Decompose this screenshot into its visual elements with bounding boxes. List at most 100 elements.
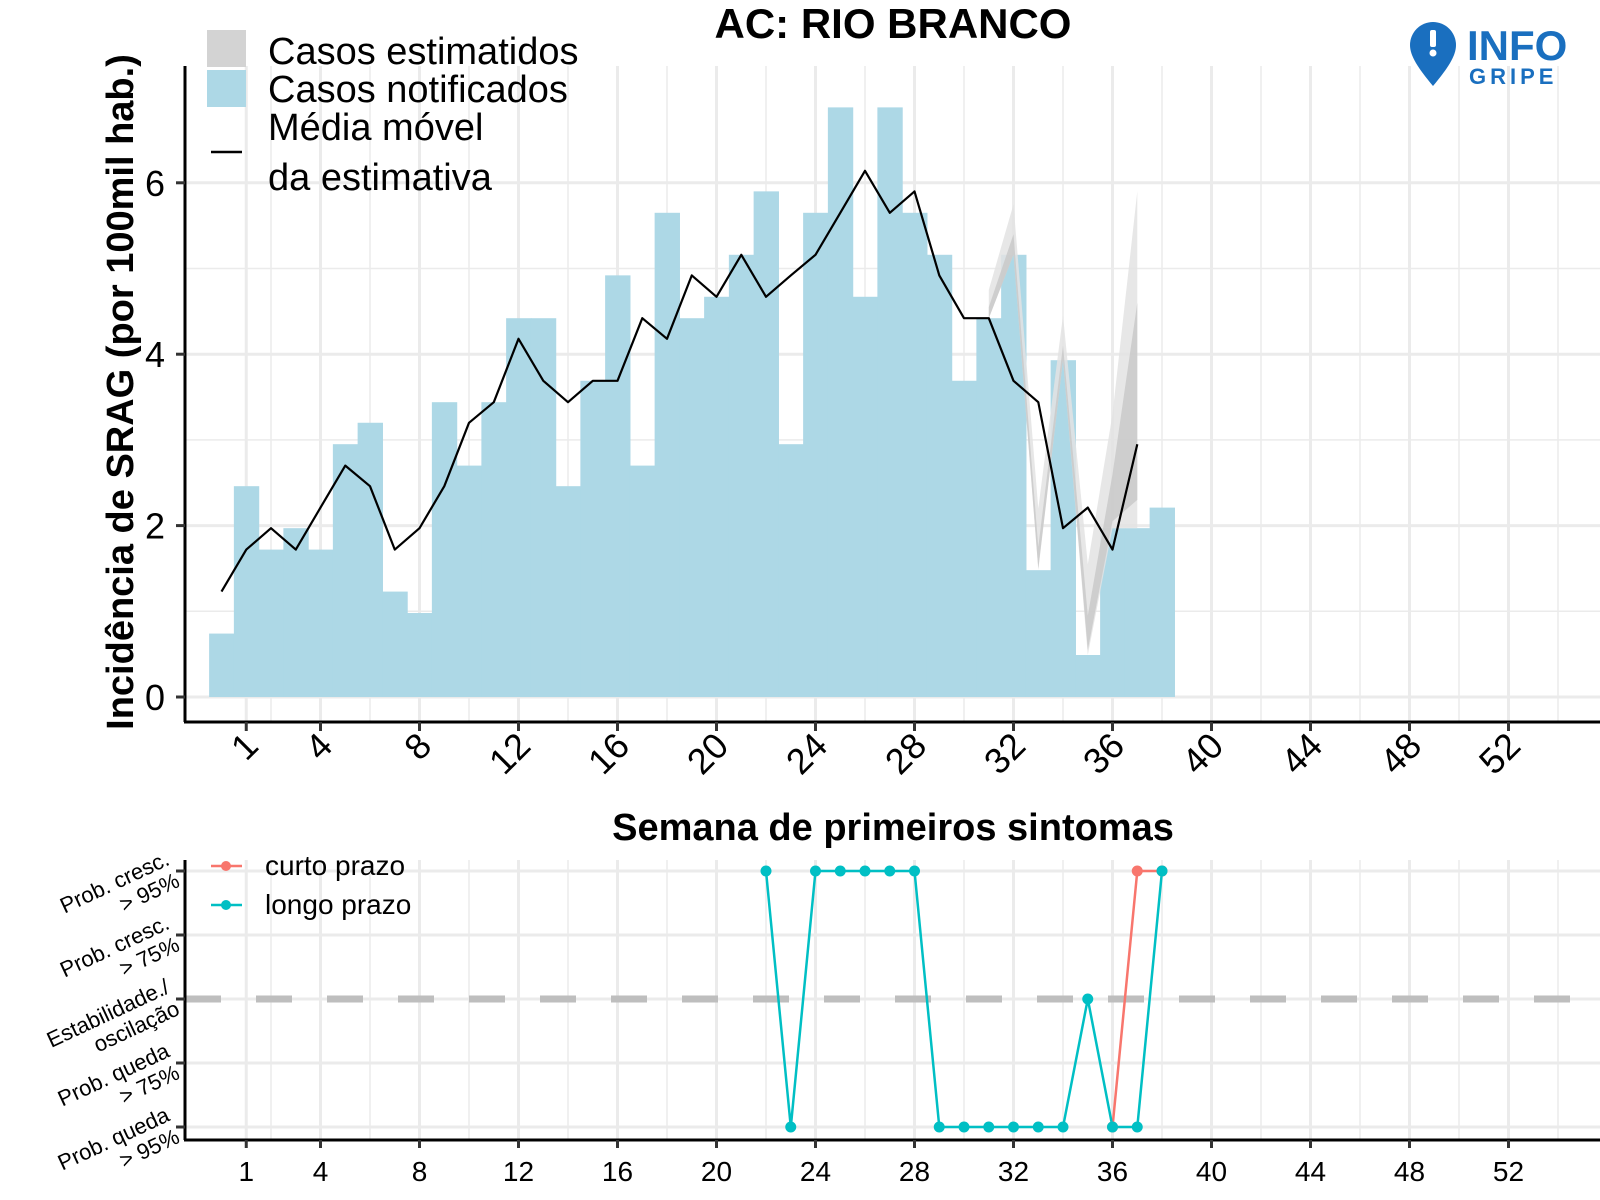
bar-week-15	[580, 380, 606, 697]
trend-series	[760, 865, 1168, 1133]
bar-week-12	[506, 318, 532, 697]
trend-point-longo-25	[834, 865, 846, 877]
bar-week-2	[258, 549, 284, 697]
legend-label-estimated: Casos estimatidos	[268, 31, 578, 73]
bar-week-3	[283, 528, 309, 697]
estimate-bands	[988, 191, 1138, 655]
trend-point-longo-38	[1156, 865, 1168, 877]
bar-week-9	[431, 402, 458, 697]
bar-week-33	[1025, 570, 1052, 697]
bar-week-22	[753, 191, 779, 697]
bar-week-18	[654, 212, 680, 698]
trend-x-tick-label-40: 40	[1196, 1156, 1227, 1187]
x-tick-label-52: 52	[1471, 725, 1528, 782]
trend-x-tick-label-8: 8	[412, 1156, 428, 1187]
trend-x-tick-label-24: 24	[800, 1156, 831, 1187]
x-tick-label-36: 36	[1075, 725, 1132, 782]
logo-line2: GRIPE	[1469, 64, 1557, 89]
level-label-0: Prob. queda> 95%	[54, 1102, 184, 1197]
bar-week-16	[605, 275, 631, 697]
trend-point-longo-28	[909, 865, 920, 877]
logo-line1: INFO	[1467, 22, 1567, 69]
x-tick-label-8: 8	[396, 725, 439, 768]
y-tick-label-2: 2	[145, 506, 165, 547]
trend-point-longo-22	[760, 865, 772, 877]
trend-point-longo-32	[1008, 1121, 1019, 1133]
bar-week-14	[555, 486, 581, 697]
notified-bars	[209, 107, 1175, 698]
trend-x-tick-label-28: 28	[899, 1156, 930, 1187]
bar-week-28	[902, 212, 928, 698]
bar-week-26	[852, 296, 878, 697]
trend-point-longo-30	[958, 1121, 970, 1133]
x-tick-label-1: 1	[223, 725, 266, 768]
trend-point-curto-37	[1131, 865, 1143, 877]
trend-x-tick-label-36: 36	[1097, 1156, 1128, 1187]
bar-week-25	[827, 107, 854, 697]
trend-x-tick-label-16: 16	[602, 1156, 633, 1187]
trend-x-tick-label-48: 48	[1394, 1156, 1425, 1187]
trend-grid	[185, 860, 1600, 1140]
estimate-band-inner	[988, 234, 1138, 650]
pin-exclamation-dot	[1429, 49, 1437, 57]
bar-week-13	[530, 318, 557, 697]
bar-week-38	[1149, 507, 1175, 697]
chart-title: AC: RIO BRANCO	[715, 0, 1072, 47]
y-tick-label-6: 6	[145, 163, 165, 204]
trend-x-tick-label-52: 52	[1493, 1156, 1524, 1187]
bar-week-5	[332, 444, 359, 697]
y-tick-label-0: 0	[145, 677, 165, 718]
trend-point-longo-29	[933, 1121, 945, 1133]
trend-point-longo-31	[983, 1121, 995, 1133]
bar-week-29	[926, 254, 953, 697]
bar-week-7	[382, 591, 408, 697]
legend-key-curto-dot	[221, 861, 231, 871]
legend-key-notified	[207, 70, 246, 107]
x-tick-label-16: 16	[580, 725, 637, 782]
incidence-y-ticks: 0 2 4 6	[145, 163, 185, 718]
bar-week-19	[679, 318, 705, 697]
trend-point-longo-35	[1082, 993, 1094, 1005]
x-tick-label-32: 32	[976, 725, 1033, 782]
trend-point-longo-26	[859, 865, 871, 877]
bar-week-4	[308, 549, 334, 697]
bar-week-21	[728, 254, 755, 697]
bar-week-1	[233, 486, 260, 697]
trend-point-longo-37	[1131, 1121, 1143, 1133]
legend-label-notified: Casos notificados	[268, 69, 568, 111]
infogripe-logo: INFO GRIPE	[1410, 22, 1567, 89]
bar-week-24	[803, 212, 829, 698]
x-tick-label-28: 28	[877, 725, 934, 782]
x-tick-label-44: 44	[1273, 725, 1330, 782]
legend-label-moving-average-1: Média móvel	[268, 107, 483, 149]
x-axis-label: Semana de primeiros sintomas	[612, 807, 1174, 849]
trend-x-tick-label-20: 20	[701, 1156, 732, 1187]
trend-x-tick-label-12: 12	[503, 1156, 534, 1187]
x-tick-label-40: 40	[1174, 725, 1231, 782]
legend-label-moving-average-2: da estimativa	[268, 157, 493, 199]
bar-week-17	[629, 465, 656, 697]
trend-level-labels: Prob. queda> 95%Prob. queda> 75%Estabili…	[43, 846, 185, 1197]
legend-label-curto: curto prazo	[265, 850, 405, 881]
trend-x-tick-label-1: 1	[238, 1156, 254, 1187]
bar-week-37	[1124, 528, 1151, 697]
bar-week-23	[778, 444, 804, 697]
trend-point-longo-23	[785, 1121, 797, 1133]
x-tick-label-4: 4	[297, 725, 340, 768]
y-tick-label-4: 4	[145, 334, 165, 375]
bar-week-11	[481, 402, 507, 697]
bar-week-0	[209, 633, 235, 697]
bar-week-20	[704, 296, 730, 697]
trend-x-tick-label-4: 4	[313, 1156, 329, 1187]
bar-week-35	[1075, 655, 1101, 697]
trend-point-longo-34	[1057, 1121, 1069, 1133]
incidence-legend: Casos estimatidos Casos notificados Médi…	[207, 30, 578, 199]
legend-label-longo: longo prazo	[265, 889, 411, 920]
moving-average-line	[220, 169, 1139, 593]
y-axis-label: Incidência de SRAG (por 100mil hab.)	[100, 54, 142, 730]
trend-point-longo-33	[1032, 1121, 1044, 1133]
trend-point-longo-24	[810, 865, 821, 877]
legend-key-longo-dot	[221, 900, 231, 910]
